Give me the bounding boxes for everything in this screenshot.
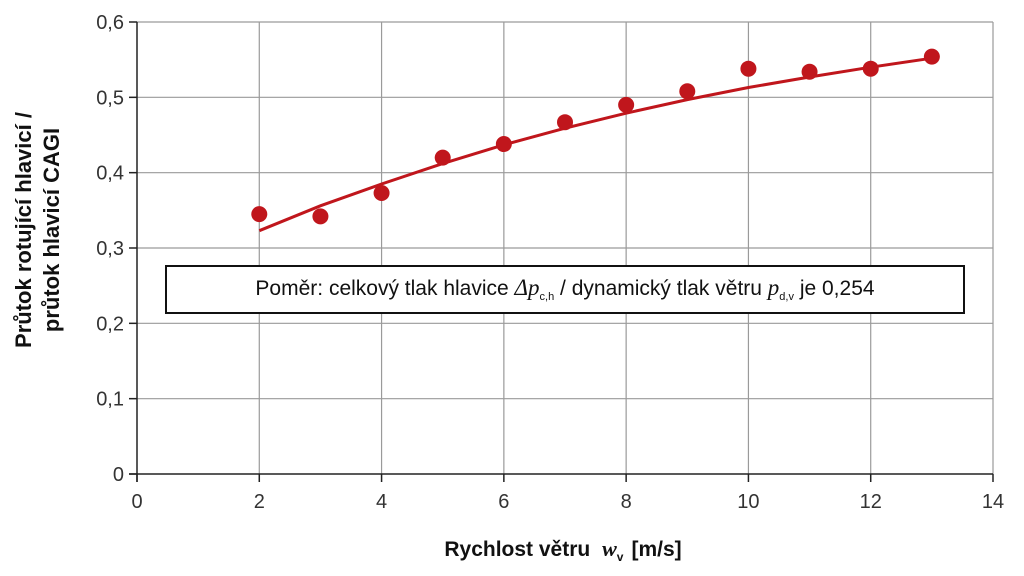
data-point: [801, 63, 818, 80]
x-tick-label: 6: [498, 491, 509, 513]
y-tick-label: 0,1: [96, 389, 124, 411]
annotation-text: Poměr: celkový tlak hlavice Δpc,h / dyna…: [255, 275, 875, 304]
x-axis-title: Rychlost větru wv [m/s]: [444, 536, 681, 564]
y-axis-title-line2: průtok hlavicí CAGI: [39, 128, 64, 332]
y-tick-label: 0,3: [96, 238, 124, 260]
y-tick-label: 0: [113, 464, 124, 486]
data-point: [312, 208, 329, 225]
x-tick-label: 2: [254, 491, 265, 513]
x-tick-label: 0: [131, 491, 142, 513]
data-point: [251, 206, 268, 223]
y-tick-label: 0,5: [96, 87, 124, 109]
axes: [129, 21, 994, 482]
y-tick-labels: 0 0,1 0,2 0,3 0,4 0,5 0,6: [96, 12, 124, 486]
data-point: [740, 60, 757, 77]
annotation-box: Poměr: celkový tlak hlavice Δpc,h / dyna…: [165, 265, 965, 314]
x-tick-label: 8: [621, 491, 632, 513]
y-tick-label: 0,4: [96, 163, 124, 185]
data-point: [862, 60, 879, 77]
data-point: [618, 96, 635, 113]
data-point: [557, 114, 573, 131]
y-tick-label: 0,6: [96, 12, 124, 34]
y-axis-title: Průtok rotující hlavicí / průtok hlavicí…: [11, 112, 64, 348]
x-tick-label: 10: [737, 491, 759, 513]
x-tick-labels: 0 2 4 6 8 10 12 14: [131, 491, 1004, 513]
gridlines: [137, 21, 994, 474]
data-point: [434, 149, 451, 166]
trend-line: [258, 56, 933, 233]
data-point: [373, 185, 390, 202]
y-tick-label: 0,2: [96, 313, 124, 335]
data-points: [251, 48, 940, 225]
x-tick-label: 14: [982, 491, 1004, 513]
data-point: [679, 83, 696, 100]
x-tick-label: 4: [376, 491, 387, 513]
y-axis-title-line1: Průtok rotující hlavicí /: [11, 112, 36, 348]
x-tick-label: 12: [860, 491, 882, 513]
data-point: [495, 136, 512, 153]
data-point: [923, 48, 940, 65]
